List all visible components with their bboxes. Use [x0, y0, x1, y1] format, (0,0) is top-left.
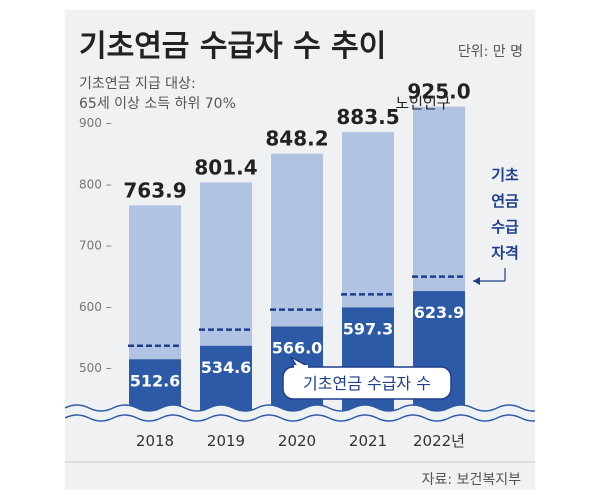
subtitle-line-2: 65세 이상 소득 하위 70% — [79, 96, 236, 112]
eligibility-label: 기초 연금 수급 자격 — [473, 166, 519, 285]
value-label-elderly-population: 848.2 — [265, 127, 328, 151]
x-tick-label: 2019 — [207, 432, 245, 450]
legend-elderly-population: 노인인구 — [395, 94, 450, 112]
y-tick-label: 800 – — [79, 177, 112, 191]
eligibility-label-line-4: 자격 — [491, 244, 519, 262]
y-tick-label: 500 – — [79, 361, 112, 375]
y-tick-label: 600 – — [79, 300, 112, 314]
x-tick-label: 2021 — [349, 432, 387, 450]
eligibility-label-line-2: 연금 — [491, 192, 519, 210]
chart-title: 기초연금 수급자 수 추이 — [79, 29, 386, 64]
recipients-callout: 기초연금 수급자 수 — [282, 356, 452, 400]
value-label-pension-recipients: 512.6 — [130, 371, 181, 390]
subtitle-line-1: 기초연금 지급 대상: — [79, 76, 196, 92]
unit-label: 단위: 만 명 — [458, 44, 523, 60]
value-label-elderly-population: 763.9 — [123, 178, 186, 202]
value-label-elderly-population: 925.0 — [407, 80, 470, 104]
value-label-pension-recipients: 623.9 — [414, 303, 465, 322]
source-label: 자료: 보건복지부 — [422, 472, 521, 488]
x-tick-label: 2020 — [278, 432, 316, 450]
axis-break-line-1 — [65, 404, 535, 412]
y-tick-label: 900 – — [79, 116, 112, 130]
y-tick-label: 700 – — [79, 239, 112, 253]
value-label-pension-recipients: 534.6 — [201, 358, 252, 377]
value-label-elderly-population: 883.5 — [336, 105, 399, 129]
chart-frame: 기초연금 수급자 수 추이 단위: 만 명 기초연금 지급 대상: 65세 이상… — [65, 10, 535, 490]
value-label-pension-recipients: 566.0 — [272, 339, 323, 358]
eligibility-label-line-1: 기초 — [491, 166, 519, 184]
eligibility-pointer-arrow-icon — [473, 277, 480, 285]
chart-svg: 기초연금 수급자 수 추이 단위: 만 명 기초연금 지급 대상: 65세 이상… — [65, 29, 535, 488]
recipients-callout-box — [282, 366, 452, 400]
value-label-pension-recipients: 597.3 — [343, 319, 394, 338]
bar-pension-recipients — [200, 345, 252, 415]
axis-break — [65, 404, 535, 422]
x-tick-label: 2018 — [136, 432, 174, 450]
eligibility-label-line-3: 수급 — [491, 218, 519, 236]
axis-break-line-2 — [65, 414, 535, 422]
value-label-elderly-population: 801.4 — [194, 155, 257, 179]
x-tick-label: 2022년 — [413, 432, 465, 450]
recipients-callout-text: 기초연금 수급자 수 — [303, 374, 431, 393]
